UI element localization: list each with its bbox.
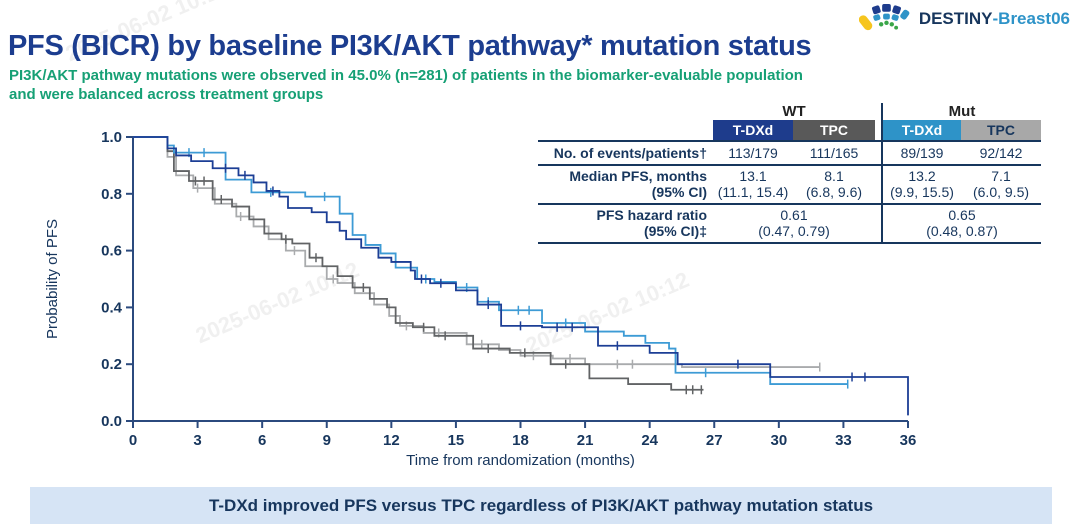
x-tick-label: 27 xyxy=(706,432,723,449)
y-tick-label: 0.2 xyxy=(101,356,122,373)
median-tpc-wt: 8.1 (6.8, 9.6) xyxy=(805,168,863,200)
row-label-median: Median PFS, months (95% CI) xyxy=(569,168,707,200)
x-tick-label: 33 xyxy=(835,432,852,449)
col-header-tdxd-mut: T-DXd xyxy=(883,120,961,140)
subtitle-line-2: and were balanced across treatment group… xyxy=(9,86,324,103)
col-header-tpc-mut: TPC xyxy=(961,120,1041,140)
logo-text-primary: DESTINY xyxy=(918,8,993,28)
x-tick-label: 30 xyxy=(770,432,787,449)
x-tick-label: 18 xyxy=(512,432,529,449)
events-tdxd-mut: 89/139 xyxy=(900,145,944,161)
page-subtitle: PI3K/AKT pathway mutations were observed… xyxy=(9,66,909,104)
x-tick-label: 24 xyxy=(641,432,658,449)
y-axis-label: Probability of PFS xyxy=(44,219,61,339)
col-header-tdxd-wt: T-DXd xyxy=(713,120,793,140)
y-tick-label: 0.0 xyxy=(101,413,122,430)
y-tick-label: 0.8 xyxy=(101,186,122,203)
events-tpc-wt: 111/165 xyxy=(809,145,859,161)
x-tick-label: 0 xyxy=(129,432,137,449)
y-tick-label: 0.4 xyxy=(101,299,123,316)
median-tpc-mut: 7.1 (6.0, 9.5) xyxy=(972,168,1030,200)
row-label-events: No. of events/patients† xyxy=(553,145,707,161)
km-chart: 0.00.20.40.60.81.00 3 6 9 12 15 18 21 24 27 30 33 36… xyxy=(44,129,917,469)
x-tick-label: 36 xyxy=(900,432,917,449)
destiny-logo-icon xyxy=(858,4,910,31)
wt-mut-divider xyxy=(881,103,883,244)
page-title: PFS (BICR) by baseline PI3K/AKT pathway*… xyxy=(8,30,812,62)
y-tick-label: 0.6 xyxy=(101,243,122,260)
subtitle-line-1: PI3K/AKT pathway mutations were observed… xyxy=(9,67,803,84)
km-curve-tpc-mut- xyxy=(133,136,820,368)
x-tick-label: 15 xyxy=(448,432,465,449)
table-group-header-row: WT Mut xyxy=(538,103,1041,120)
table-row-median-pfs: Median PFS, months (95% CI) 13.1 (11.1, … xyxy=(538,166,1041,205)
km-curve-t-dxd-wt- xyxy=(133,136,909,416)
hazard-ratio-wt: 0.61 (0.47, 0.79) xyxy=(758,207,830,239)
logo-text: DESTINY-Breast06 xyxy=(919,9,1070,29)
events-tdxd-wt: 113/179 xyxy=(728,145,778,161)
hazard-ratio-mut: 0.65 (0.48, 0.87) xyxy=(926,207,998,239)
km-curve-tpc-wt- xyxy=(133,136,704,391)
table-row-events: No. of events/patients† 113/179 111/165 … xyxy=(538,142,1041,166)
destiny-breast06-logo: DESTINY-Breast06 xyxy=(858,3,1070,34)
median-tdxd-wt: 13.1 (11.1, 15.4) xyxy=(717,168,789,200)
x-tick-label: 12 xyxy=(383,432,400,449)
x-tick-label: 6 xyxy=(258,432,266,449)
events-tpc-mut: 92/142 xyxy=(979,145,1023,161)
median-tdxd-mut: 13.2 (9.9, 15.5) xyxy=(890,168,954,200)
summary-table: WT Mut T-DXd TPC T-DXd TPC No. of events… xyxy=(538,103,1041,244)
y-tick-label: 1.0 xyxy=(101,129,122,146)
logo-text-secondary: -Breast06 xyxy=(992,8,1071,28)
row-label-hazard-ratio: PFS hazard ratio (95% CI)‡ xyxy=(596,207,707,239)
x-axis-label: Time from randomization (months) xyxy=(406,452,635,469)
x-tick-label: 9 xyxy=(323,432,331,449)
col-header-tpc-wt: TPC xyxy=(793,120,875,140)
x-tick-label: 3 xyxy=(193,432,201,449)
group-header-wt: WT xyxy=(782,103,806,120)
table-column-header-row: T-DXd TPC T-DXd TPC xyxy=(538,120,1041,142)
conclusion-banner: T-DXd improved PFS versus TPC regardless… xyxy=(30,487,1052,524)
x-tick-label: 21 xyxy=(577,432,594,449)
group-header-mut: Mut xyxy=(948,103,976,120)
table-row-hazard-ratio: PFS hazard ratio (95% CI)‡ 0.61 (0.47, 0… xyxy=(538,205,1041,244)
